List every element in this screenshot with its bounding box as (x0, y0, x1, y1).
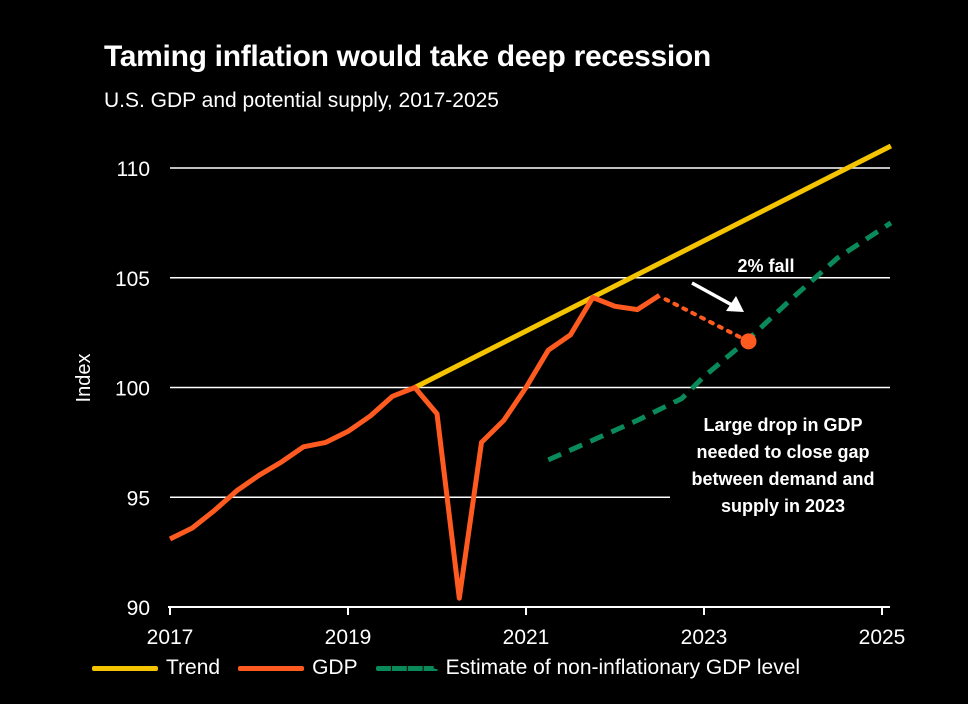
y-tick-label-90: 90 (127, 597, 150, 620)
annotation-drop: Large drop in GDP needed to close gap betw… (691, 415, 874, 516)
fall-arrow-shaft (691, 281, 733, 307)
y-tick-label-95: 95 (127, 487, 150, 510)
x-tick-label-2025: 2025 (859, 626, 906, 649)
y-axis-label: Index (73, 354, 95, 403)
annotation-fall: 2% fall (737, 256, 794, 276)
legend-label-gdp: GDP (312, 656, 358, 679)
projection-endpoint (740, 333, 757, 350)
legend-swatch-trend (92, 665, 158, 671)
x-axis: 2017 2019 2021 2023 2025 (147, 606, 906, 649)
legend-swatch-estimate (375, 665, 438, 671)
x-tick-label-2021: 2021 (503, 626, 550, 649)
x-tick-label-2023: 2023 (681, 626, 728, 649)
legend: Trend GDP Estimate of non-inflationary G… (92, 656, 818, 680)
legend-item-trend: Trend (92, 656, 220, 680)
annotation-drop-line: supply in 2023 (721, 496, 845, 516)
legend-label-trend: Trend (166, 656, 221, 679)
series-lines (168, 143, 893, 601)
x-tick-label-2017: 2017 (147, 626, 194, 649)
annotations: 2% fall Large drop in GDP needed to close… (670, 256, 896, 520)
y-tick-label-110: 110 (117, 158, 150, 181)
annotation-drop-line: Large drop in GDP (703, 415, 862, 435)
y-tick-label-105: 105 (115, 268, 150, 291)
chart-title: Taming inflation would take deep recessi… (104, 40, 711, 73)
y-tick-label-100: 100 (115, 378, 150, 401)
x-tick-label-2019: 2019 (325, 626, 372, 649)
legend-swatch-gdp (238, 665, 305, 671)
series-line-trend (413, 143, 893, 390)
legend-item-gdp: GDP (238, 656, 358, 680)
chart-subtitle: U.S. GDP and potential supply, 2017-2025 (104, 89, 499, 112)
fall-arrow-head (726, 296, 744, 312)
series-line-gdp (168, 293, 661, 601)
annotation-drop-line: needed to close gap (696, 442, 869, 462)
legend-label-estimate: Estimate of non-inflationary GDP level (445, 656, 801, 679)
annotation-drop-line: between demand and (691, 469, 874, 489)
legend-item-estimate: Estimate of non-inflationary GDP level (375, 656, 801, 680)
y-axis-ticks: 90 95 100 105 110 (115, 158, 150, 620)
annotation-background (670, 404, 896, 520)
